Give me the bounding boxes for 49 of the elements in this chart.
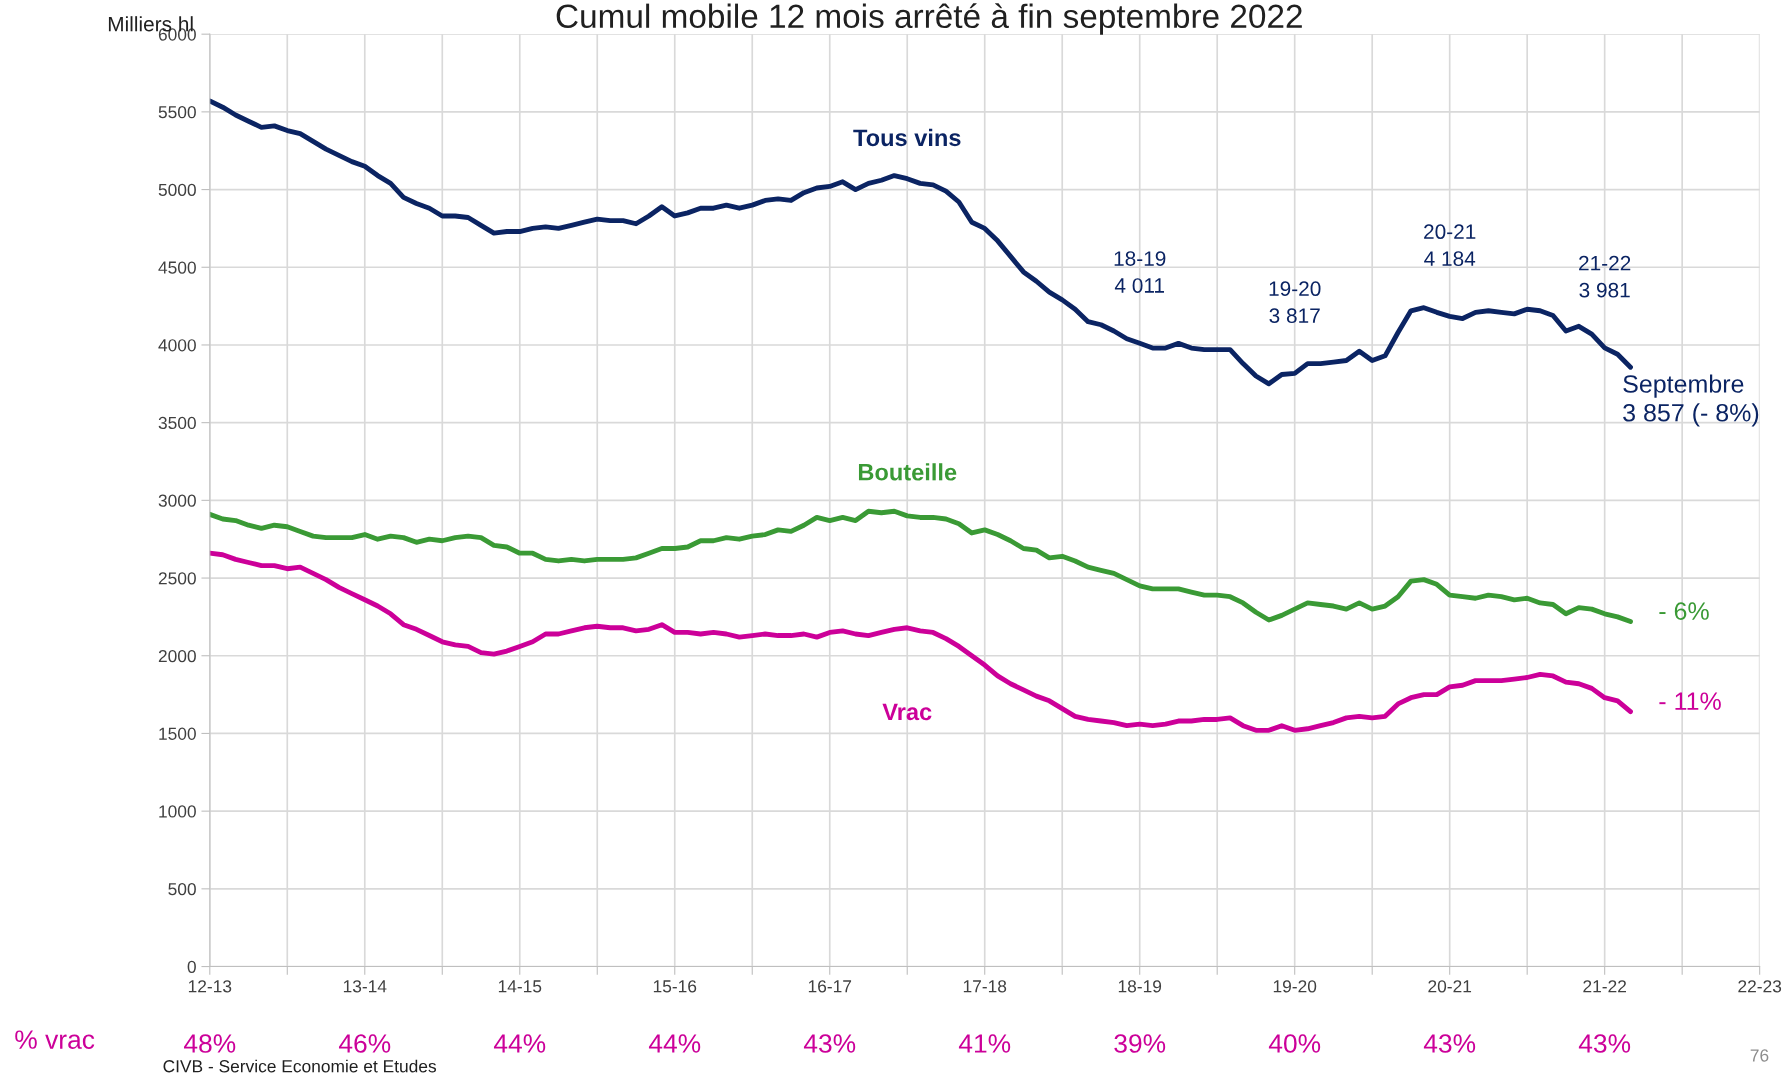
x-tick-label: 21-22 bbox=[1583, 980, 1626, 993]
x-tick-label: 18-19 bbox=[1118, 980, 1162, 993]
text: 44% bbox=[493, 1034, 546, 1053]
x-tick-label: 14-15 bbox=[498, 980, 542, 993]
annotation: 21-22 3 981 bbox=[1579, 255, 1631, 298]
annotation: 18-19 4 011 bbox=[1114, 251, 1166, 293]
y-tick-label: 2000 bbox=[158, 649, 196, 663]
y-tick-label: 4000 bbox=[158, 339, 196, 352]
y-tick-label: 5500 bbox=[158, 106, 196, 119]
y-tick-label: 4500 bbox=[158, 261, 196, 274]
y-tick-label: 1500 bbox=[159, 727, 196, 740]
text: CIVB - Service Economie et Etudes bbox=[163, 1059, 437, 1073]
text: 43% bbox=[1423, 1034, 1476, 1053]
text: 43% bbox=[1578, 1034, 1631, 1053]
y-tick-label: 3500 bbox=[158, 416, 196, 430]
annotation: 19-20 3 817 bbox=[1269, 281, 1321, 324]
x-tick-label: 19-20 bbox=[1273, 980, 1317, 993]
text: 41% bbox=[958, 1034, 1011, 1053]
annotation: 20-21 4 184 bbox=[1424, 224, 1476, 266]
x-tick-label: 20-21 bbox=[1428, 980, 1472, 993]
y-tick-label: 3000 bbox=[158, 494, 196, 507]
x-tick-label: 17-18 bbox=[963, 980, 1007, 993]
text: 44% bbox=[648, 1034, 701, 1053]
annotation: - 6% bbox=[1659, 602, 1709, 620]
text: 46% bbox=[338, 1034, 391, 1053]
x-tick-label: 13-14 bbox=[343, 980, 387, 993]
y-tick-label: 1000 bbox=[159, 805, 196, 818]
text: 40% bbox=[1268, 1034, 1321, 1053]
text: 39% bbox=[1114, 1034, 1166, 1053]
annotation: - 11% bbox=[1659, 692, 1721, 710]
y-tick-label: 500 bbox=[168, 883, 196, 896]
x-tick-label: 15-16 bbox=[653, 980, 697, 993]
text: 48% bbox=[183, 1034, 236, 1053]
line-series bbox=[209, 508, 1633, 624]
text: Vrac bbox=[882, 703, 932, 721]
text: 43% bbox=[803, 1034, 856, 1053]
x-tick-label: 12-13 bbox=[188, 980, 232, 993]
series-label: Bouteille bbox=[858, 463, 957, 481]
y-tick-label: 5000 bbox=[158, 183, 196, 197]
y-tick-label: 0 bbox=[187, 960, 196, 973]
x-tick-label: 22-23 bbox=[1738, 980, 1782, 993]
text: 76 bbox=[1750, 1049, 1769, 1062]
chart-title: Cumul mobile 12 mois arrêté à fin septembre 2022 bbox=[556, 3, 1302, 35]
line-series bbox=[209, 550, 1633, 733]
series-label: Tous vins bbox=[853, 128, 961, 147]
annotation: Septembre 3 857 (- 8%) bbox=[1623, 374, 1759, 427]
text: % vrac bbox=[15, 1030, 95, 1049]
x-tick-label: 16-17 bbox=[808, 980, 852, 993]
y-tick-label: 2500 bbox=[158, 572, 196, 585]
